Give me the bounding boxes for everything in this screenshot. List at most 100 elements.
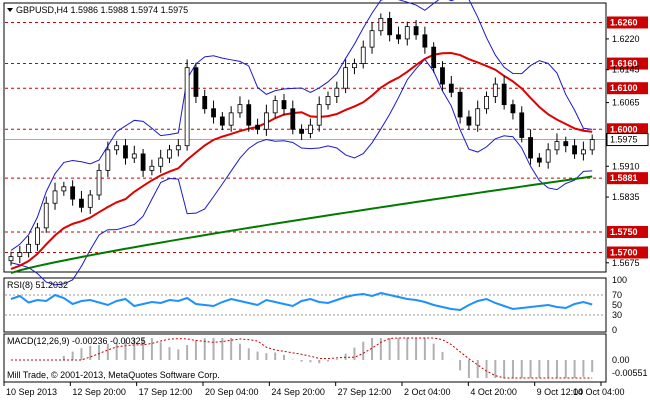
time-label: 24 Sep 20:00 <box>271 387 325 397</box>
candle-body <box>105 149 111 171</box>
candle-body <box>466 116 472 126</box>
level-label: 1.6100 <box>610 83 638 93</box>
price-scale: 1.6220 1.6145 1.6065 1.5910 1.5835 1.5675 <box>606 34 640 268</box>
level-label-bg <box>607 172 648 185</box>
candle-body <box>572 145 577 155</box>
candle-body <box>369 30 375 48</box>
candle-body <box>325 96 331 106</box>
candle-body <box>131 153 137 159</box>
candle-body <box>308 124 313 134</box>
candle-body <box>26 243 32 253</box>
candle-body <box>149 165 155 171</box>
candle-body <box>79 198 84 208</box>
price-tick-label: 1.6065 <box>612 98 640 108</box>
candle-body <box>61 186 67 192</box>
time-label: 4 Oct 20:00 <box>470 387 517 397</box>
candle-body <box>440 67 445 85</box>
candle-body <box>237 104 243 114</box>
price-tick-label: 1.5835 <box>612 192 640 202</box>
rsi-line <box>10 291 593 312</box>
support-resistance-levels: 1.6260 1.6160 1.6100 1.6000 1.5881 1.5750 1.57… <box>5 16 649 259</box>
level-label-bg <box>607 82 648 95</box>
candle-body <box>589 139 595 151</box>
candle-body <box>475 108 481 126</box>
time-label: 14 Oct 04:00 <box>573 387 625 397</box>
copyright-text: Mill Trade, © 2001-2013, MetaQuotes Soft… <box>7 370 220 380</box>
moving-averages <box>10 51 593 275</box>
candle-body <box>87 194 93 208</box>
candle-body <box>96 169 102 196</box>
macd-tick-label: 0.00 <box>612 355 630 365</box>
candle-body <box>158 157 164 167</box>
candle-body <box>422 34 428 48</box>
candle-body <box>484 96 489 110</box>
level-label: 1.5700 <box>610 248 638 258</box>
rsi-panel-frame <box>3 277 607 333</box>
candle-body <box>378 17 384 32</box>
price-tick-label: 1.5675 <box>612 258 640 268</box>
candle-body <box>448 83 454 93</box>
price-tick-label: 1.6145 <box>612 65 640 75</box>
candle-body <box>70 186 76 200</box>
level-label: 1.5750 <box>610 227 638 237</box>
candle-body <box>457 91 463 118</box>
candle-body <box>413 26 419 36</box>
candle-body <box>175 145 181 151</box>
candle-body <box>255 124 260 130</box>
candle-body <box>17 252 23 258</box>
macd-tick-label: -0.00551 <box>612 368 648 378</box>
level-label-bg <box>607 123 648 136</box>
candle-body <box>123 145 128 159</box>
candle-body <box>352 63 357 69</box>
candle-body <box>290 108 296 130</box>
macd-header: MACD(12,26,9) -0.00236 -0.00325 <box>7 336 146 346</box>
main-chart-frame <box>3 2 607 273</box>
candle-body <box>528 137 533 159</box>
current-price-bg <box>606 133 649 147</box>
candle-body <box>246 104 252 126</box>
candle-body <box>545 149 551 163</box>
time-label: 17 Sep 12:00 <box>139 387 193 397</box>
level-label: 1.5881 <box>610 173 638 183</box>
candle-body <box>228 112 234 126</box>
fast-ma-line <box>10 51 593 270</box>
candle-body <box>167 149 172 159</box>
candle-body <box>334 87 340 97</box>
level-label-bg <box>607 246 648 259</box>
rsi-tick-label: 0 <box>612 325 617 335</box>
time-label: 2 Oct 04:00 <box>404 387 451 397</box>
symbol-dropdown-icon[interactable] <box>7 8 13 12</box>
candle-body <box>316 104 322 126</box>
candle-body <box>510 104 516 114</box>
candle-body <box>360 46 366 64</box>
candlesticks <box>8 11 595 266</box>
time-label: 20 Sep 04:00 <box>205 387 259 397</box>
candle-body <box>492 83 498 97</box>
candle-body <box>343 67 349 89</box>
time-label: 27 Sep 12:00 <box>338 387 392 397</box>
rsi-tick-label: 100 <box>612 275 627 285</box>
current-price-label: 1.5975 <box>610 135 638 145</box>
candle-body <box>519 112 525 138</box>
candle-body <box>202 96 208 110</box>
rsi-tick-label: 50 <box>612 300 622 310</box>
candle-body <box>272 100 278 114</box>
lower-band-line <box>10 58 593 286</box>
candle-body <box>43 202 49 229</box>
candle-body <box>114 145 120 151</box>
macd-signal-line <box>11 337 593 379</box>
price-tick-label: 1.6220 <box>612 34 640 44</box>
level-label-bg <box>607 16 648 29</box>
candle-body <box>501 83 507 106</box>
candle-body <box>211 108 216 118</box>
candle-body <box>184 67 190 147</box>
candle-body <box>396 34 401 40</box>
time-label: 10 Sep 2013 <box>6 387 57 397</box>
candle-body <box>35 227 40 245</box>
candle-body <box>431 46 437 69</box>
rsi-header: RSI(8) 51.2032 <box>7 280 68 290</box>
candle-body <box>52 190 58 204</box>
candle-body <box>404 26 410 40</box>
